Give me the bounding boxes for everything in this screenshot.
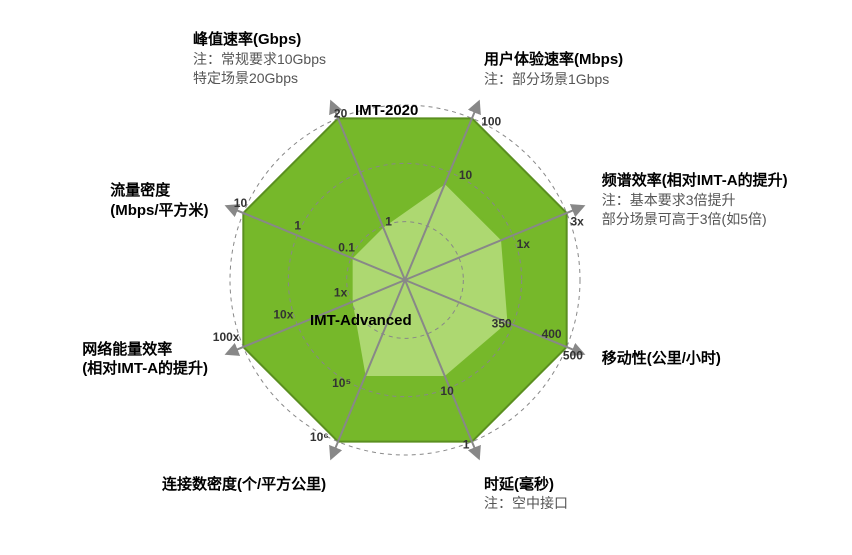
tick-label: 1x xyxy=(334,285,348,299)
axis-title: 流量密度(Mbps/平方米) xyxy=(110,181,208,220)
tick-label: 1 xyxy=(463,438,470,452)
tick-label: 1 xyxy=(385,214,392,228)
tick-label: 10⁶ xyxy=(310,430,329,444)
tick-label: 1 xyxy=(294,218,301,232)
tick-label: 10 xyxy=(459,168,473,182)
axis-title: 移动性(公里/小时) xyxy=(602,349,721,369)
tick-label: 0.1 xyxy=(338,241,355,255)
tick-label: 10x xyxy=(273,308,293,322)
tick-label: 10⁵ xyxy=(332,376,351,390)
series-label-IMT-2020: IMT-2020 xyxy=(355,102,418,119)
tick-label: 20 xyxy=(334,107,348,121)
series-label-IMT-Advanced: IMT-Advanced xyxy=(310,312,412,329)
tick-label: 500 xyxy=(563,348,583,362)
tick-label: 350 xyxy=(492,316,512,330)
axis-title: 频谱效率(相对IMT-A的提升)注：基本要求3倍提升部分场景可高于3倍(如5倍) xyxy=(602,171,788,230)
tick-label: 10 xyxy=(234,196,248,210)
radar-chart: 1 20 10 100 1x 3x 350 400500 10 1 10⁵ 10⁶ 1x 10x 100x 0… xyxy=(0,0,852,555)
tick-label: 400 xyxy=(542,327,562,341)
tick-label: 100 xyxy=(481,114,501,128)
tick-label: 1x xyxy=(517,237,531,251)
tick-label: 10 xyxy=(440,384,454,398)
tick-label: 100x xyxy=(213,330,240,344)
axis-title: 连接数密度(个/平方公里) xyxy=(162,475,326,495)
axis-title: 峰值速率(Gbps)注：常规要求10Gbps特定场景20Gbps xyxy=(193,30,326,89)
tick-label: 3x xyxy=(571,214,585,228)
axis-title: 时延(毫秒)注：空中接口 xyxy=(484,475,568,514)
radar-chart-container: { "chart": { "type": "radar", "center": … xyxy=(0,0,852,555)
axis-title: 用户体验速率(Mbps)注：部分场景1Gbps xyxy=(484,50,623,89)
axis-title: 网络能量效率(相对IMT-A的提升) xyxy=(82,340,208,379)
